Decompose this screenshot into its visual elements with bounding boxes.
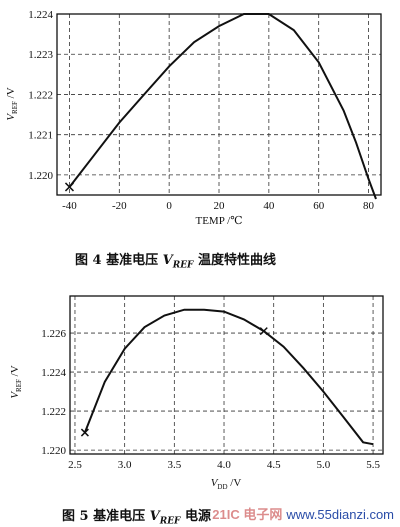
plot-frame <box>69 295 384 455</box>
x-marker-stroke <box>259 327 268 336</box>
x-axis-label: VDD /V <box>211 477 242 489</box>
x-marker-stroke <box>80 428 89 437</box>
x-axis-label: TEMP /℃ <box>195 215 242 227</box>
plot-frame <box>56 13 382 196</box>
temperature-chart: -40 -20 0 20 40 60 80 1.220 1.221 1.222 1.223 1.224… <box>0 0 400 228</box>
watermark-url: www.55dianzi.com <box>286 507 394 522</box>
y-tick-label: 1.226 <box>41 328 66 340</box>
caption-sub: REF <box>172 260 194 271</box>
figure-4-caption: 图 4 基准电压 VREF 温度特性曲线 <box>75 249 400 271</box>
series-line <box>68 13 377 200</box>
x-tick-label: 5.0 <box>317 459 331 471</box>
caption-text: 温度特性曲线 <box>193 253 276 268</box>
caption-text: 电源 <box>180 509 211 524</box>
x-tick-label: 3.0 <box>118 459 132 471</box>
y-tick-label: 1.222 <box>28 89 53 101</box>
x-tick-label: 60 <box>313 200 325 212</box>
y-tick-label: 1.224 <box>28 9 53 21</box>
x-tick-label: 4.5 <box>267 459 281 471</box>
supply-voltage-chart-svg: 2.5 3.0 3.5 4.0 4.5 5.0 5.5 1.220 1.222 1.224 1.22… <box>9 295 384 489</box>
y-axis-label: VREF /V <box>9 365 23 398</box>
x-marker <box>259 327 268 336</box>
figure-5-caption: 图 5 基准电压 VREF 电源 <box>62 505 400 527</box>
y-tick-label: 1.224 <box>41 367 66 379</box>
x-tick-label: 4.0 <box>217 459 231 471</box>
y-tick-label: 1.220 <box>41 445 66 457</box>
watermark-brand: 21IC 电子网 <box>212 507 283 522</box>
supply-voltage-chart: 2.5 3.0 3.5 4.0 4.5 5.0 5.5 1.220 1.222 1.224 1.22… <box>0 284 400 489</box>
x-tick-label: 3.5 <box>167 459 181 471</box>
y-tick-label: 1.220 <box>28 170 53 182</box>
y-tick-label: 1.221 <box>28 130 53 142</box>
y-axis-label: VREF /V <box>5 87 19 120</box>
y-tick-label: 1.222 <box>41 406 66 418</box>
x-marker <box>80 428 89 437</box>
caption-text: 图 5 基准电压 <box>62 509 150 524</box>
caption-text: 图 4 基准电压 <box>75 253 163 268</box>
x-tick-label: 2.5 <box>68 459 82 471</box>
x-marker-stroke <box>64 182 74 192</box>
series-line <box>83 308 374 446</box>
x-tick-label: 5.5 <box>366 459 380 471</box>
x-tick-label: 20 <box>214 200 226 212</box>
x-marker <box>64 182 74 192</box>
watermark: 21IC 电子网 www.55dianzi.com <box>212 504 394 523</box>
caption-v: V <box>149 509 160 524</box>
caption-v: V <box>162 253 173 268</box>
caption-sub: REF <box>159 516 181 527</box>
x-tick-label: -40 <box>62 200 77 212</box>
x-tick-label: 80 <box>363 200 375 212</box>
y-tick-label: 1.223 <box>28 49 53 61</box>
x-tick-label: 40 <box>263 200 275 212</box>
x-tick-label: 0 <box>166 200 172 212</box>
x-tick-label: -20 <box>112 200 127 212</box>
temperature-chart-svg: -40 -20 0 20 40 60 80 1.220 1.221 1.222 1.223 1.224… <box>5 9 382 227</box>
